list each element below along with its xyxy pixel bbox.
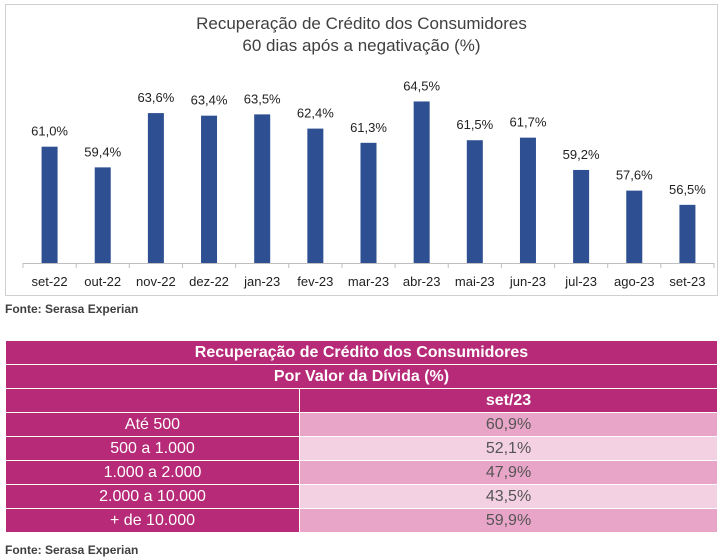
bar-chart: 61,0% set-22 59,4% out-22 63,6% nov-22 63,4% de… (22, 78, 715, 289)
row-value: 59,9% (299, 508, 718, 533)
table-row: 2.000 a 10.000 43,5% (5, 484, 718, 509)
bar-fev-23 (307, 128, 324, 263)
bar-jun-23 (519, 137, 536, 263)
x-tick-label: nov-22 (136, 274, 176, 289)
data-label: 56,5% (669, 182, 706, 197)
source-note-table: Fonte: Serasa Experian (5, 543, 139, 557)
data-label: 61,5% (456, 117, 493, 132)
x-tick-label: jan-23 (243, 274, 280, 289)
x-tick-label: mar-23 (348, 274, 389, 289)
x-tick-label: dez-22 (189, 274, 229, 289)
row-label: + de 10.000 (5, 508, 300, 533)
table-column-header: set/23 (299, 388, 718, 413)
table-row: Até 500 60,9% (5, 412, 718, 437)
table-corner-cell (5, 388, 300, 413)
table-row: 1.000 a 2.000 47,9% (5, 460, 718, 485)
x-tick-label: set-22 (32, 274, 68, 289)
row-value: 52,1% (299, 436, 718, 461)
row-label: 1.000 a 2.000 (5, 460, 300, 485)
data-label: 61,0% (31, 124, 68, 139)
x-tick-label: fev-23 (297, 274, 333, 289)
x-tick-label: abr-23 (403, 274, 441, 289)
bar-set-22 (41, 146, 58, 263)
row-label: Até 500 (5, 412, 300, 437)
row-value: 47,9% (299, 460, 718, 485)
bar-abr-23 (413, 101, 430, 263)
x-tick-label: set-23 (669, 274, 705, 289)
row-value: 60,9% (299, 412, 718, 437)
bar-set-23 (679, 204, 696, 263)
chart-title: Recuperação de Crédito dos Consumidores (196, 14, 527, 33)
data-label: 61,7% (510, 115, 547, 130)
data-label: 62,4% (297, 106, 334, 121)
bar-out-22 (94, 167, 111, 263)
table-row: 500 a 1.000 52,1% (5, 436, 718, 461)
table-row: + de 10.000 59,9% (5, 508, 718, 533)
table-subtitle: Por Valor da Dívida (%) (5, 364, 718, 389)
data-label: 63,6% (137, 90, 174, 105)
row-value: 43,5% (299, 484, 718, 509)
row-label: 500 a 1.000 (5, 436, 300, 461)
row-label: 2.000 a 10.000 (5, 484, 300, 509)
bar-mai-23 (466, 140, 483, 263)
data-label: 63,4% (191, 93, 228, 108)
chart-title-block: Recuperação de Crédito dos Consumidores … (6, 13, 717, 57)
x-tick-label: jun-23 (509, 274, 546, 289)
x-tick-label: ago-23 (614, 274, 654, 289)
data-label: 61,3% (350, 120, 387, 135)
bar-ago-23 (626, 190, 643, 263)
bar-jan-23 (254, 114, 271, 263)
data-label: 63,5% (244, 91, 281, 106)
x-tick-label: mai-23 (455, 274, 495, 289)
x-tick-label: out-22 (84, 274, 121, 289)
chart-container: Recuperação de Crédito dos Consumidores … (5, 4, 718, 296)
data-label: 57,6% (616, 168, 653, 183)
bar-nov-22 (147, 113, 164, 263)
data-label: 64,5% (403, 78, 440, 93)
bar-mar-23 (360, 142, 377, 263)
x-tick-label: jul-23 (564, 274, 597, 289)
data-label: 59,2% (563, 147, 600, 162)
source-note-chart: Fonte: Serasa Experian (5, 302, 139, 316)
bar-jul-23 (573, 169, 590, 263)
data-label: 59,4% (84, 144, 121, 159)
debt-value-table: Recuperação de Crédito dos Consumidores … (5, 340, 718, 533)
bar-dez-22 (201, 115, 218, 263)
chart-subtitle: 60 dias após a negativação (%) (242, 36, 481, 55)
table-title: Recuperação de Crédito dos Consumidores (5, 340, 718, 365)
